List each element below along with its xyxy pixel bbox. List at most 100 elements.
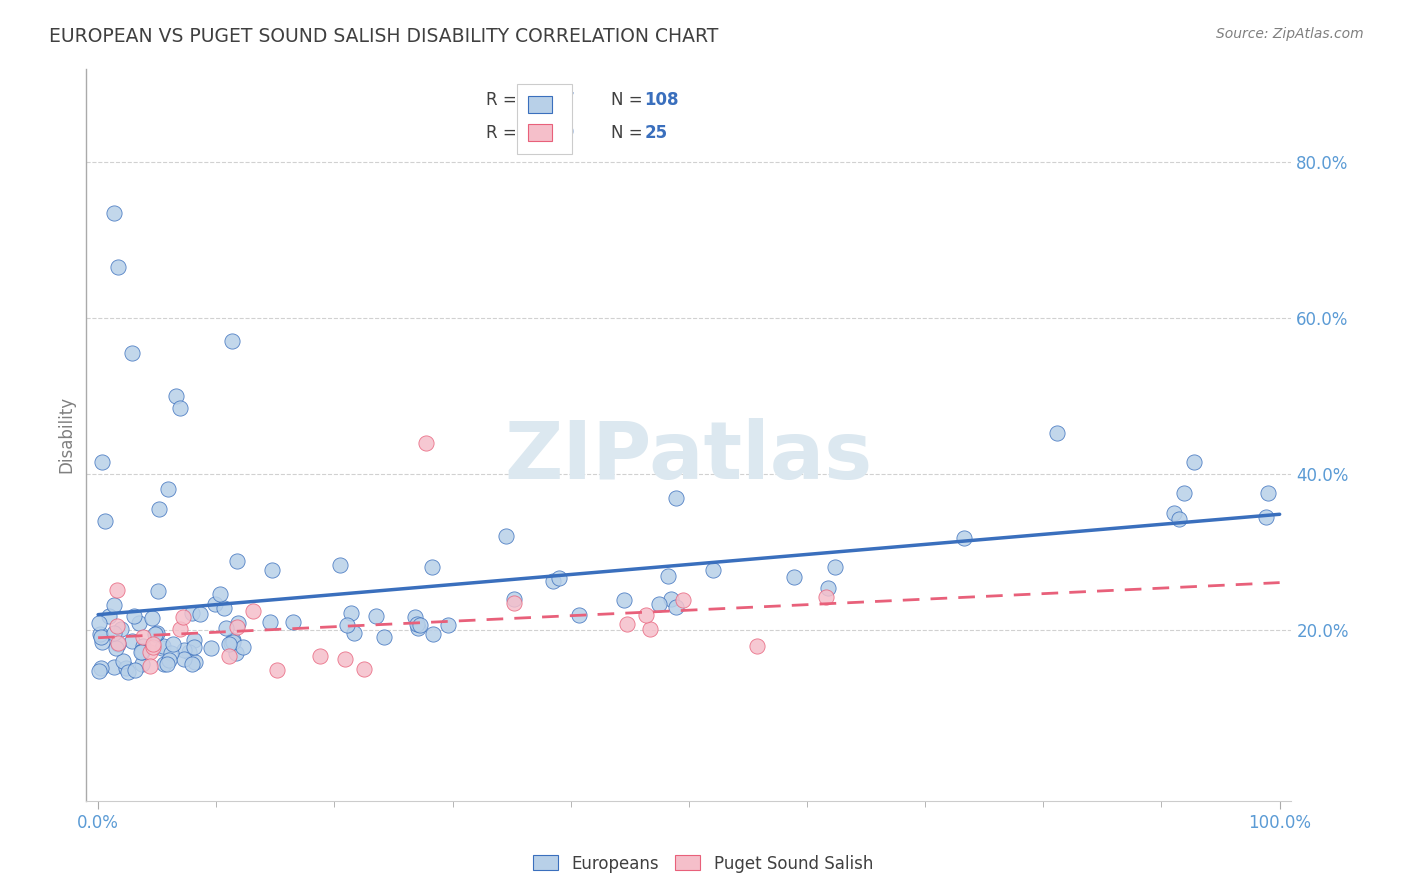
Point: [221, 635, 243, 649]
Point: [745, 639, 768, 653]
Point: [824, 559, 846, 574]
Point: [180, 606, 202, 620]
Point: [420, 560, 443, 574]
Point: [308, 648, 330, 663]
Point: [122, 609, 145, 624]
Point: [165, 389, 187, 403]
Point: [657, 569, 679, 583]
Point: [266, 663, 288, 677]
Point: [89, 665, 111, 679]
Point: [218, 637, 240, 651]
Point: [215, 621, 238, 635]
Point: [150, 640, 173, 655]
Point: [183, 640, 205, 655]
Point: [208, 587, 231, 601]
Point: [117, 665, 139, 679]
Point: [502, 592, 524, 607]
Point: [139, 659, 162, 673]
Point: [89, 615, 111, 630]
Point: [177, 645, 200, 659]
Point: [339, 607, 361, 621]
Point: [131, 630, 153, 644]
Point: [336, 618, 359, 632]
Point: [613, 592, 636, 607]
Point: [404, 610, 426, 624]
Point: [103, 625, 125, 640]
Text: ZIPatlas: ZIPatlas: [505, 417, 873, 496]
Point: [281, 615, 304, 630]
Point: [1163, 506, 1185, 520]
Point: [422, 627, 444, 641]
Point: [1173, 486, 1195, 500]
Point: [409, 618, 432, 632]
Point: [138, 645, 160, 659]
Point: [188, 607, 211, 621]
Point: [145, 627, 167, 641]
Point: [89, 631, 111, 645]
Point: [107, 637, 129, 651]
Point: [152, 639, 174, 653]
Point: [541, 574, 564, 589]
Point: [181, 657, 204, 671]
Point: [1045, 426, 1067, 441]
Point: [200, 640, 222, 655]
Point: [638, 622, 661, 636]
Point: [335, 652, 357, 666]
Point: [173, 651, 195, 665]
Point: [162, 637, 184, 651]
Point: [232, 640, 254, 654]
Point: [173, 642, 195, 657]
Point: [143, 626, 166, 640]
Point: [103, 660, 125, 674]
Point: [353, 662, 375, 676]
Point: [148, 502, 170, 516]
Text: N =: N =: [610, 124, 647, 142]
Point: [156, 483, 179, 497]
Text: R =: R =: [486, 124, 523, 142]
Point: [1257, 486, 1279, 500]
Point: [141, 610, 163, 624]
Point: [406, 621, 429, 635]
Point: [169, 401, 191, 415]
Point: [672, 593, 695, 607]
Point: [153, 657, 176, 672]
Point: [648, 597, 671, 611]
Legend: Europeans, Puget Sound Salish: Europeans, Puget Sound Salish: [526, 848, 880, 880]
Point: [159, 646, 181, 660]
Text: 0.227: 0.227: [523, 91, 575, 109]
Point: [155, 657, 177, 671]
Point: [90, 660, 112, 674]
Y-axis label: Disability: Disability: [58, 396, 75, 474]
Point: [128, 616, 150, 631]
Point: [659, 591, 682, 606]
Point: [110, 622, 132, 636]
Point: [259, 615, 281, 629]
Point: [636, 608, 658, 623]
Point: [665, 491, 688, 505]
Point: [783, 570, 806, 584]
Point: [89, 627, 111, 641]
Point: [1168, 512, 1191, 526]
Point: [817, 582, 839, 596]
Point: [107, 635, 129, 649]
Point: [146, 626, 169, 640]
Point: [222, 632, 245, 647]
Point: [98, 609, 121, 624]
Point: [103, 598, 125, 612]
Point: [212, 601, 235, 615]
Point: [131, 657, 153, 671]
Text: 108: 108: [644, 91, 679, 109]
Point: [262, 563, 284, 577]
Point: [169, 622, 191, 636]
Point: [157, 653, 180, 667]
Point: [568, 607, 591, 622]
Point: [204, 597, 226, 611]
Text: R =: R =: [486, 91, 523, 109]
Point: [665, 599, 688, 614]
Point: [616, 617, 638, 632]
Legend: , : ,: [517, 84, 572, 153]
Point: [131, 645, 153, 659]
Point: [124, 663, 146, 677]
Point: [91, 455, 114, 469]
Point: [226, 554, 249, 568]
